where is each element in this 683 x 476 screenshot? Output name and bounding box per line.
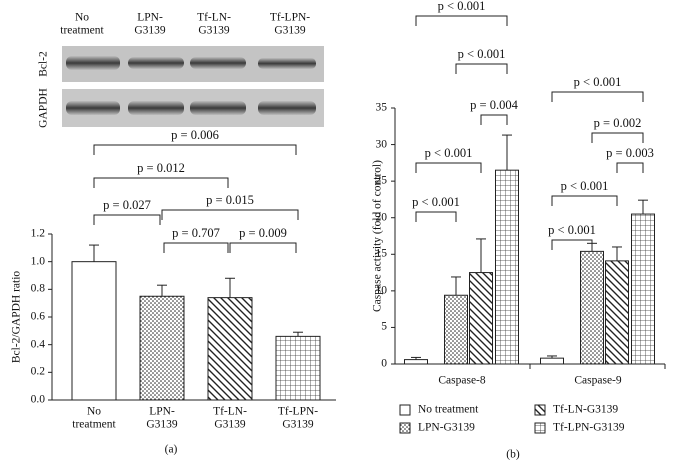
comparison-bracket [551,239,593,250]
comparison-bracket [93,214,161,225]
comparison-bracket [551,195,618,206]
legend-label: Tf-LN-G3139 [553,403,619,416]
bar [139,295,185,401]
p-value-label: p < 0.001 [548,223,596,238]
bar [605,260,629,365]
lane-label: LPN- G3139 [134,11,166,36]
comparison-bracket [415,162,482,173]
p-value-label: p < 0.001 [457,47,506,62]
x-tick-label: No treatment [72,405,116,430]
blot-band [128,57,184,69]
bar [71,261,117,401]
y-tick-label: 0.8 [30,283,45,296]
p-value-label: p = 0.015 [206,193,254,208]
p-value-label: p = 0.027 [103,198,151,213]
p-value-label: p = 0.004 [470,98,518,113]
y-tick-label: 25 [375,174,388,187]
p-value-label: p < 0.001 [560,179,609,194]
y-tick-label: 0.2 [30,366,45,379]
y-axis-label: Caspase activity (fold of control) [371,159,384,313]
bar [207,297,253,401]
comparison-bracket [415,211,457,222]
bar [580,250,604,365]
p-value-label: p < 0.001 [437,0,486,14]
legend-swatch [399,422,411,434]
row-label: Bcl-2 [37,51,50,77]
p-value-label: p = 0.002 [593,116,642,131]
y-tick-label: 0.6 [30,310,45,323]
comparison-bracket [551,91,644,102]
p-value-label: p < 0.001 [573,75,622,90]
comparison-bracket [480,114,508,125]
comparison-bracket [93,177,229,188]
comparison-bracket [93,144,297,155]
legend-label: No treatment [418,403,479,416]
bar [631,213,655,365]
legend-label: Tf-LPN-G3139 [553,421,625,434]
y-tick-label: 35 [375,101,388,114]
y-tick-label: 1.0 [30,255,45,268]
bar [495,169,519,365]
p-value-label: p = 0.009 [239,226,287,241]
legend-swatch [534,404,546,416]
bar [404,359,428,365]
blot-band [66,56,120,70]
bar [275,335,321,401]
y-tick-label: 10 [375,284,388,297]
y-axis-label: Bcl-2/GAPDH ratio [10,270,23,364]
comparison-bracket [161,209,299,220]
y-tick-label: 0.0 [30,393,45,406]
row-label: GAPDH [37,88,50,128]
legend-swatch [399,404,411,416]
comparison-bracket [163,242,229,253]
blot-band [190,101,246,115]
bar [444,294,468,365]
legend-swatch [534,422,546,434]
p-value-label: p = 0.003 [606,146,654,161]
blot-band [128,101,184,115]
comparison-bracket [229,242,297,253]
x-tick-label: LPN- G3139 [146,405,178,430]
p-value-label: p = 0.707 [172,226,220,241]
y-tick-label: 5 [381,321,387,334]
comparison-bracket [455,63,508,74]
y-tick-label: 0.4 [30,338,45,351]
lane-label: No treatment [60,11,104,36]
blot-band [66,101,120,115]
x-tick-label: Tf-LN- G3139 [213,405,247,430]
x-tick-label: Caspase-9 [574,374,622,387]
bar [540,357,564,365]
y-tick-label: 1.2 [30,227,45,240]
comparison-bracket [616,162,644,173]
comparison-bracket [591,132,644,143]
bar [469,272,493,365]
p-value-label: p = 0.006 [171,128,219,143]
blot-band [258,101,316,115]
p-value-label: p < 0.001 [412,195,460,210]
y-tick-label: 0 [381,357,387,370]
lane-label: Tf-LPN- G3139 [269,11,311,36]
blot-band [258,58,316,69]
x-tick-label: Caspase-8 [438,374,486,387]
panel-label: (b) [506,448,520,461]
legend-label: LPN-G3139 [418,421,475,434]
blot-band [190,57,246,69]
p-value-label: p = 0.012 [137,161,185,176]
y-tick-label: 30 [375,138,388,151]
y-tick-label: 20 [375,211,388,224]
panel-label: (a) [164,443,178,456]
x-tick-label: Tf-LPN- G3139 [277,405,319,430]
p-value-label: p < 0.001 [424,146,473,161]
y-tick-label: 15 [375,247,388,260]
comparison-bracket [415,15,508,26]
western-blot [62,46,324,127]
lane-label: Tf-LN- G3139 [197,11,231,36]
